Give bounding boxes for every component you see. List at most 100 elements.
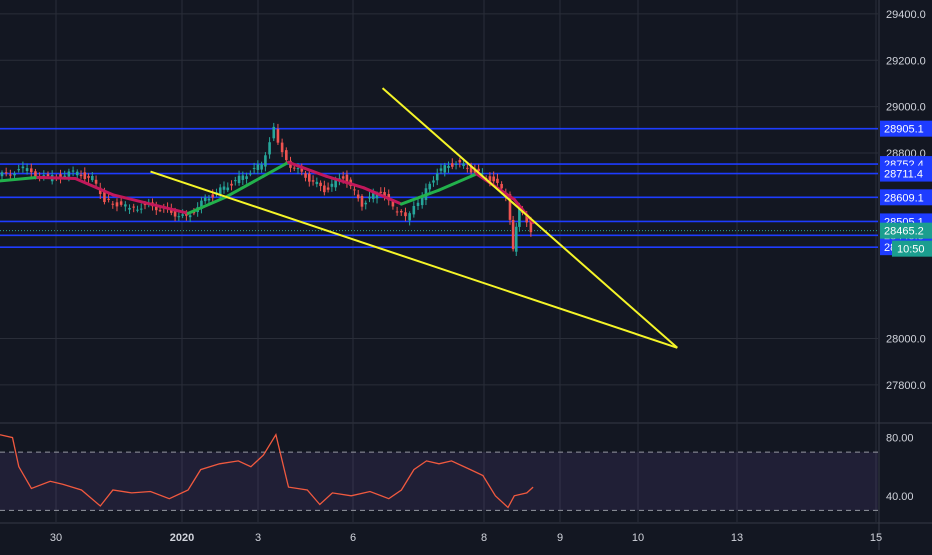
candle-body xyxy=(375,193,379,199)
ma-segment xyxy=(362,186,403,206)
candle-body xyxy=(136,209,139,211)
candle-body xyxy=(9,174,12,176)
trend-line-upper[interactable] xyxy=(381,87,678,349)
candle-body xyxy=(308,173,311,182)
candle-body xyxy=(91,176,94,181)
candle-body xyxy=(511,219,515,250)
candle-body xyxy=(529,220,533,233)
candle-body xyxy=(432,180,435,183)
candle-body xyxy=(420,196,424,206)
candle-body xyxy=(158,210,162,212)
ma-segment xyxy=(36,175,77,181)
candle-body xyxy=(249,173,252,175)
current-price-badge-bg xyxy=(880,222,932,239)
candle-body xyxy=(132,206,135,208)
candle-body xyxy=(326,187,330,190)
ma-segment xyxy=(111,193,153,206)
candle-body xyxy=(42,175,46,177)
candle-body xyxy=(496,178,499,183)
candle-body xyxy=(443,165,447,173)
candle-body xyxy=(192,211,196,214)
x-tick-label: 9 xyxy=(557,532,563,544)
candle-body xyxy=(237,175,241,184)
candle-body xyxy=(67,171,71,177)
candle-body xyxy=(371,193,375,199)
trend-line-lower[interactable] xyxy=(150,170,678,349)
x-tick-label: 30 xyxy=(50,532,62,544)
candle-body xyxy=(276,128,280,143)
ma-segment xyxy=(73,177,115,197)
candle-body xyxy=(103,190,106,203)
candle-body xyxy=(115,202,119,207)
candle-body xyxy=(481,173,484,175)
candle-body xyxy=(230,183,233,186)
candle-body xyxy=(245,176,248,179)
candle-body xyxy=(119,201,123,205)
x-tick-label: 2020 xyxy=(170,532,194,544)
candle-body xyxy=(233,180,237,182)
y-tick-label: 27800.0 xyxy=(886,380,926,392)
candle-body xyxy=(207,198,211,201)
candle-body xyxy=(412,205,416,215)
candle-body xyxy=(128,207,131,210)
candle-body xyxy=(87,176,90,178)
candle-body xyxy=(170,208,173,213)
candle-body xyxy=(368,196,371,199)
rsi-series xyxy=(0,433,534,509)
countdown-bg xyxy=(892,240,932,257)
candle-body xyxy=(4,172,8,174)
ma-segment xyxy=(224,174,265,199)
candle-body xyxy=(272,126,276,139)
candle-body xyxy=(304,173,307,178)
y-tick-label: 29400.0 xyxy=(886,9,926,21)
candle-body xyxy=(280,142,284,153)
candle-body xyxy=(143,204,147,206)
candle-body xyxy=(285,150,288,161)
candle-body xyxy=(500,183,503,189)
candle-body xyxy=(25,168,29,171)
candle-body xyxy=(454,163,458,165)
ma-segment xyxy=(0,175,40,183)
candle-body xyxy=(268,142,271,155)
candle-body xyxy=(518,207,521,227)
candle-body xyxy=(260,164,263,170)
candle-body xyxy=(315,181,319,185)
rsi-band-fill xyxy=(0,452,878,511)
horizontal-levels xyxy=(0,127,878,248)
x-tick-label: 13 xyxy=(731,532,743,544)
candle-body xyxy=(79,174,83,177)
candle-body xyxy=(364,202,368,205)
candle-body xyxy=(395,211,399,213)
candle-body xyxy=(46,174,50,177)
candle-body xyxy=(181,214,184,216)
candle-body xyxy=(63,175,67,178)
candle-body xyxy=(59,174,62,179)
candle-body xyxy=(488,176,492,182)
candle-body xyxy=(222,186,226,190)
candle-body xyxy=(379,191,383,193)
ma-segment xyxy=(149,202,190,215)
ma-segment xyxy=(261,160,290,178)
candle-body xyxy=(492,176,495,182)
candle-body xyxy=(356,194,360,199)
level-badge-bg xyxy=(880,189,932,206)
trend-lines[interactable] xyxy=(150,87,678,349)
candle-body xyxy=(241,175,245,180)
candle-body xyxy=(391,201,395,207)
ma-segment xyxy=(399,188,441,206)
candle-body xyxy=(21,166,25,169)
level-badge-text: 28609.1 xyxy=(884,192,924,204)
candle-body xyxy=(447,165,450,168)
candle-body xyxy=(13,173,16,176)
candle-body xyxy=(200,200,203,210)
x-tick-label: 15 xyxy=(870,532,882,544)
candle-body xyxy=(399,211,403,213)
candle-body xyxy=(94,179,98,184)
rsi-line xyxy=(0,433,534,509)
candle-body xyxy=(514,226,518,252)
countdown-text: 10:50 xyxy=(897,244,925,256)
y-tick-label: 29000.0 xyxy=(886,102,926,114)
